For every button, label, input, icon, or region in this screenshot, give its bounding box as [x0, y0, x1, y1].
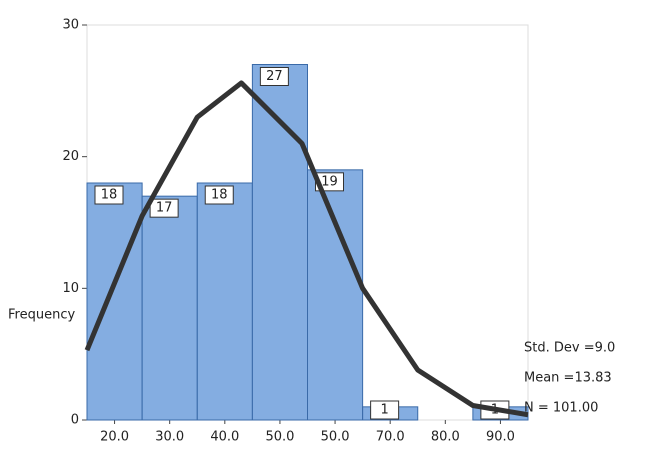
x-tick-label: 30.0 [155, 430, 184, 445]
y-axis-label: Frequency [8, 308, 75, 323]
value-label: 17 [156, 201, 173, 216]
bar [196, 182, 253, 421]
x-tick-label: 50.0 [265, 430, 294, 445]
annotation: Mean =13.83 [524, 371, 612, 386]
value-label: 1 [380, 403, 388, 418]
normal-curve [84, 80, 529, 418]
x-tick-label: 70.0 [376, 430, 405, 445]
annotation: Std. Dev =9.0 [524, 341, 615, 356]
bar [307, 169, 364, 421]
value-label: 19 [321, 174, 338, 189]
x-tick-label: 20.0 [100, 430, 129, 445]
x-tick-label: 40.0 [210, 430, 239, 445]
y-tick-label: 0 [71, 413, 79, 428]
bar [251, 64, 308, 421]
x-tick-label: 50.0 [321, 430, 350, 445]
x-tick-label: 80.0 [431, 430, 460, 445]
value-label-box [204, 185, 234, 205]
value-label-box [370, 400, 400, 420]
y-tick-label: 10 [62, 281, 79, 296]
annotation: N = 101.00 [524, 401, 598, 416]
bar [141, 195, 198, 421]
y-tick-label: 30 [62, 18, 79, 33]
value-label-box [94, 185, 124, 205]
value-label: 18 [211, 188, 228, 203]
bar [86, 182, 143, 421]
value-label: 18 [101, 188, 118, 203]
value-label-box [259, 67, 289, 86]
value-label: 27 [266, 69, 283, 84]
y-tick-label: 20 [62, 149, 79, 164]
x-tick-label: 90.0 [486, 430, 515, 445]
value-label-box [149, 198, 179, 218]
